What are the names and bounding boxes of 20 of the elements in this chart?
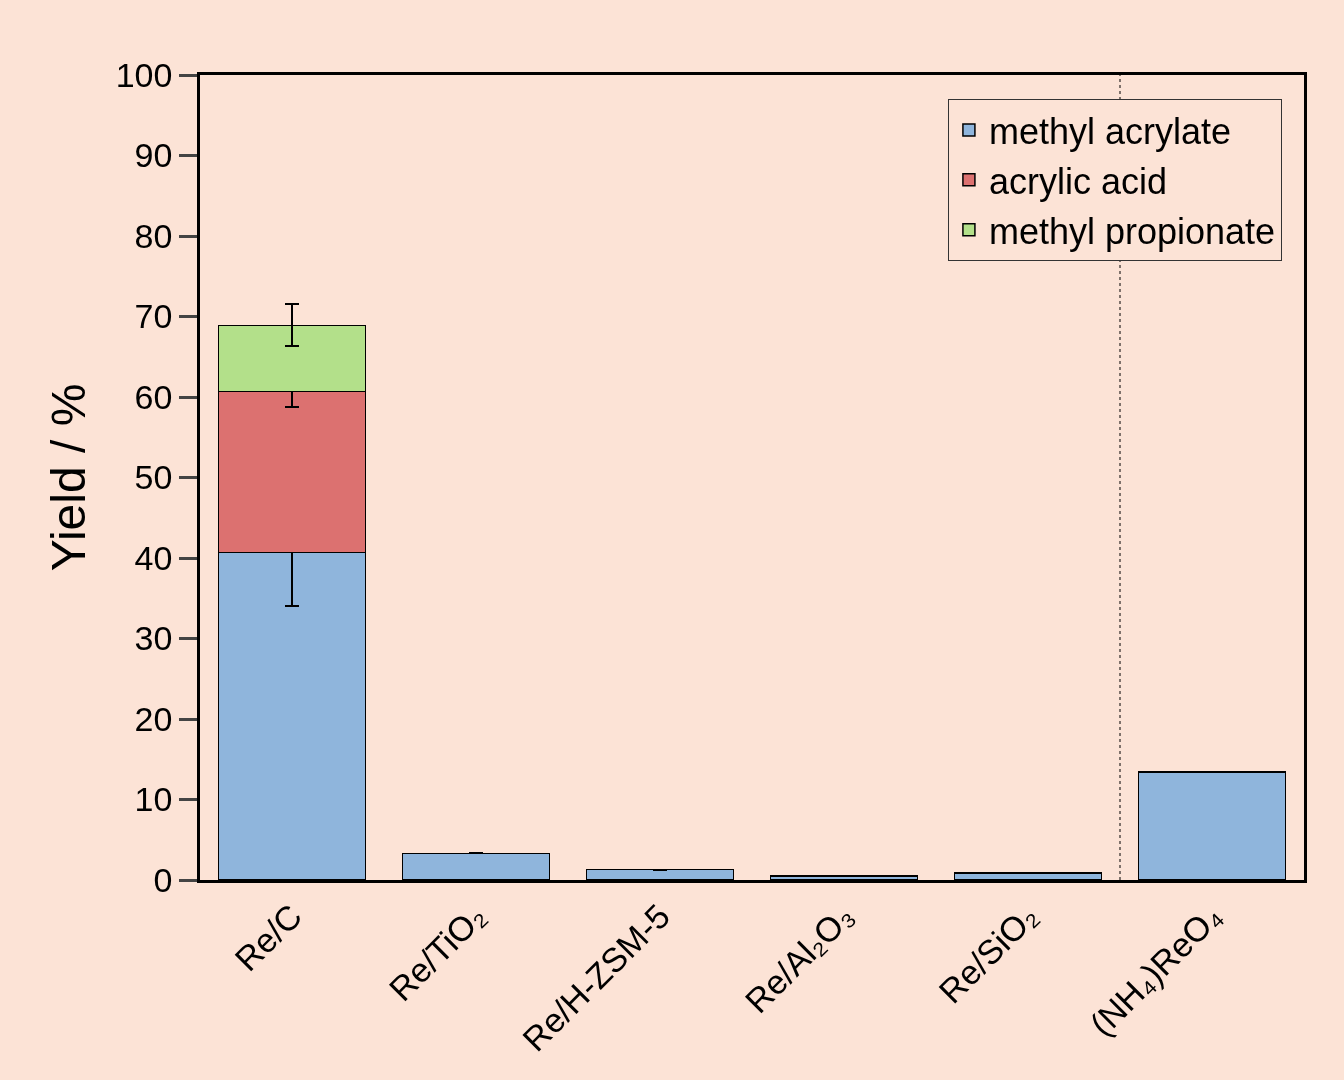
y-tick-label: 30 <box>134 619 173 658</box>
bar <box>953 872 1103 880</box>
y-tick-label: 0 <box>153 860 173 899</box>
y-tick-label: 40 <box>134 538 173 577</box>
y-tick-label: 90 <box>134 136 173 175</box>
y-tick-label: 100 <box>115 55 173 94</box>
legend-label: methyl acrylate <box>988 111 1232 153</box>
y-tick-label: 70 <box>134 297 173 336</box>
y-tick-label: 10 <box>134 780 173 819</box>
legend-label: acrylic acid <box>988 160 1167 202</box>
y-tick-label: 80 <box>134 216 173 255</box>
y-tick-label: 60 <box>134 377 173 416</box>
bar <box>401 852 551 880</box>
y-tick-label: 20 <box>134 699 173 738</box>
y-axis-title: Yield / % <box>42 383 96 572</box>
bar <box>769 875 919 880</box>
bar <box>1137 771 1287 880</box>
legend-label: methyl propionate <box>988 210 1276 252</box>
bar <box>585 868 735 880</box>
y-tick-label: 50 <box>134 458 173 497</box>
